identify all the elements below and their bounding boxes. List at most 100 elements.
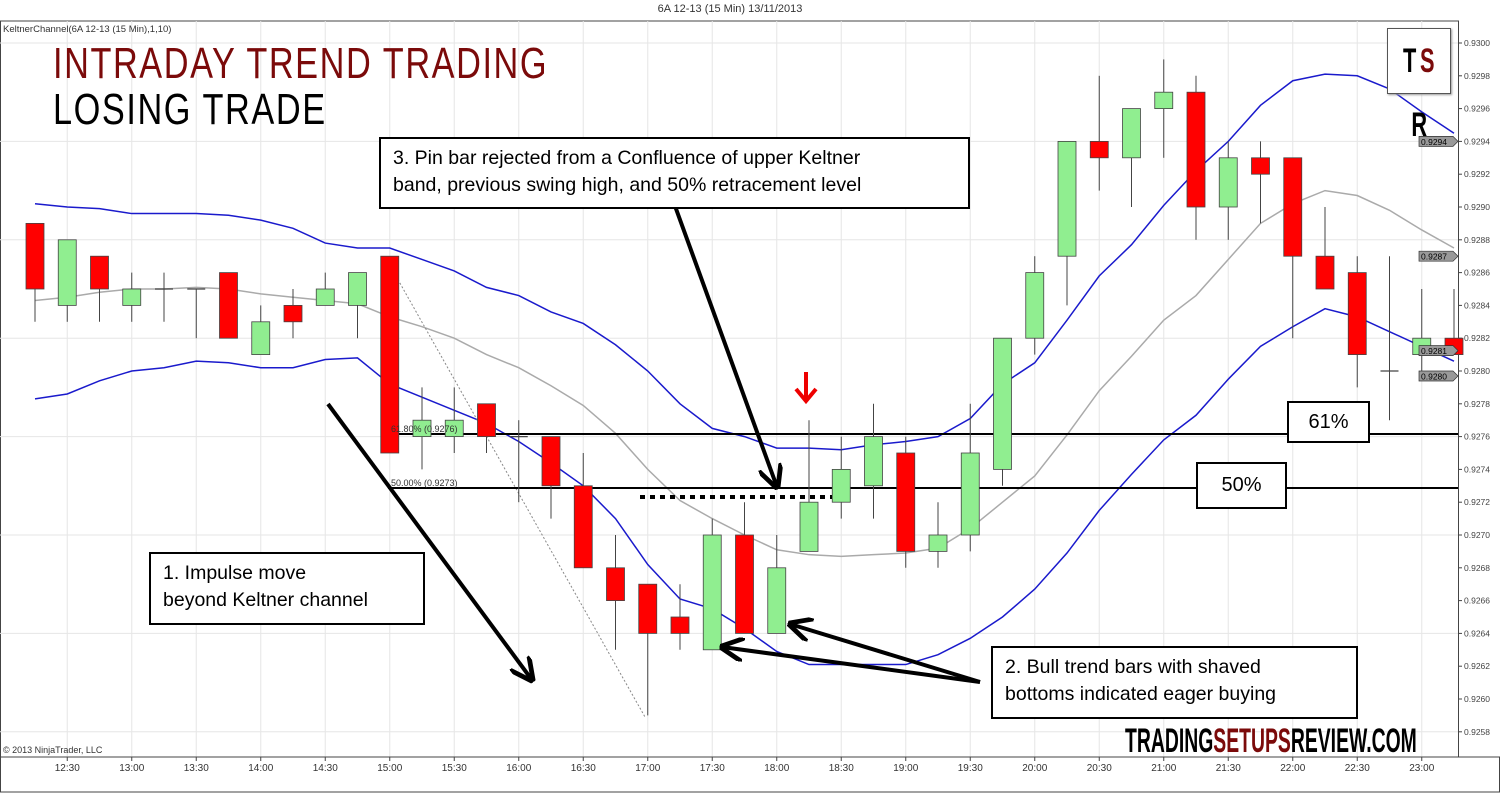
chart-title: 6A 12-13 (15 Min) 13/11/2013 — [657, 3, 803, 15]
candle-bear — [1283, 157, 1303, 257]
note-1-line2: beyond Keltner channel — [163, 589, 368, 611]
y-tick-label: 0.9284 — [1464, 300, 1490, 310]
note-1-box: 1. Impulse move beyond Keltner channel — [149, 552, 425, 625]
price-marker-label: 0.9294 — [1421, 137, 1447, 147]
x-axis-frame — [0, 756, 1500, 793]
y-tick-label: 0.9294 — [1464, 136, 1490, 146]
candle-bear — [638, 583, 658, 634]
watermark-part1: TRADING — [1125, 722, 1214, 760]
price-marker-label: 0.9281 — [1421, 346, 1447, 356]
x-tick-label: 18:00 — [764, 763, 789, 774]
candle-bear — [541, 436, 561, 487]
x-tick-label: 18:30 — [829, 763, 854, 774]
candle-bear — [606, 567, 625, 601]
x-tick-label: 22:00 — [1280, 763, 1305, 774]
candle-bull — [960, 452, 980, 536]
candle-bear — [1089, 140, 1109, 159]
candles — [25, 59, 1464, 716]
note-3-box: 3. Pin bar rejected from a Confluence of… — [379, 137, 970, 209]
y-tick-label: 0.9286 — [1464, 268, 1490, 278]
candle-bull — [864, 436, 883, 487]
x-tick-label: 17:30 — [700, 763, 725, 774]
x-axis: 12:30 13:00 13:30 14:00 14:30 15:00 15:30 16:00… — [55, 757, 1435, 774]
note-2-line1: 2. Bull trend bars with shaved — [1005, 656, 1261, 678]
fib61-tag: 61% — [1287, 401, 1370, 443]
y-tick-label: 0.9276 — [1464, 432, 1490, 442]
note-2-box: 2. Bull trend bars with shaved bottoms i… — [991, 646, 1358, 719]
y-tick-label: 0.9260 — [1464, 694, 1490, 704]
price-marker — [1418, 370, 1459, 382]
y-tick-label: 0.9298 — [1464, 71, 1490, 81]
candle-bear — [1315, 255, 1335, 290]
candle-bull — [1154, 91, 1174, 109]
note-3-line2: band, previous swing high, and 50% retra… — [393, 174, 862, 196]
candle-bull — [412, 419, 432, 438]
x-tick-label: 21:00 — [1151, 763, 1176, 774]
red-down-arrow-icon — [794, 372, 818, 405]
note-2-line2: bottoms indicated eager buying — [1005, 683, 1277, 705]
candle-bull — [702, 534, 722, 651]
candle-bull — [57, 239, 77, 306]
candle-bear — [896, 452, 916, 552]
y-tick-label: 0.9292 — [1464, 169, 1490, 179]
y-tick-label: 0.9270 — [1464, 530, 1490, 540]
arrow-note1-icon — [326, 402, 532, 680]
candle-bull — [928, 534, 948, 552]
y-tick-label: 0.9282 — [1464, 333, 1490, 343]
x-tick-label: 15:00 — [377, 763, 402, 774]
x-tick-label: 20:00 — [1022, 763, 1047, 774]
watermark: TRADINGSETUPSREVIEW.COM — [1125, 722, 1417, 760]
x-tick-label: 20:30 — [1087, 763, 1112, 774]
headline-title: INTRADAY TREND TRADING — [53, 39, 549, 88]
y-tick-label: 0.9264 — [1464, 628, 1490, 638]
price-markers: 0.9294 0.9287 0.9281 0.9280 — [1418, 136, 1459, 382]
candle-bull — [993, 337, 1012, 470]
x-tick-label: 12:30 — [55, 763, 80, 774]
fib61-label: 61.80% (0.9276) — [391, 424, 458, 434]
candle-bear — [1251, 157, 1270, 175]
candle-bear — [90, 255, 109, 290]
candle-bull — [799, 501, 819, 552]
arrow-note2b-icon — [790, 624, 981, 684]
headline-subtitle: LOSING TRADE — [53, 85, 327, 134]
y-tick-label: 0.9274 — [1464, 464, 1490, 474]
candle-bear — [219, 272, 238, 339]
x-tick-label: 16:30 — [571, 763, 596, 774]
candle-bear — [573, 485, 593, 569]
copyright: © 2013 NinjaTrader, LLC — [3, 745, 103, 755]
x-tick-label: 22:30 — [1345, 763, 1370, 774]
x-tick-label: 13:30 — [184, 763, 209, 774]
fib50-label: 50.00% (0.9273) — [391, 478, 458, 488]
x-tick-label: 17:00 — [635, 763, 660, 774]
candle-bear — [25, 222, 45, 290]
y-tick-label: 0.9268 — [1464, 563, 1490, 573]
x-tick-label: 16:00 — [506, 763, 531, 774]
x-tick-label: 21:30 — [1216, 763, 1241, 774]
candle-bull — [767, 567, 787, 634]
x-tick-label: 14:30 — [313, 763, 338, 774]
price-marker — [1418, 250, 1459, 262]
band-upper — [34, 73, 1455, 451]
candle-bull — [251, 321, 271, 355]
candle-bear — [283, 304, 303, 323]
y-axis: 0.9300 0.9298 0.9296 0.9294 0.9292 0.9290 0.92… — [1458, 38, 1490, 737]
candle-bear — [735, 534, 754, 634]
x-tick-label: 19:00 — [893, 763, 918, 774]
y-tick-label: 0.9280 — [1464, 366, 1490, 376]
candle-bull — [831, 468, 851, 503]
note-1-line1: 1. Impulse move — [163, 562, 307, 584]
tsr-logo: T SR — [1387, 28, 1451, 144]
arrow-note3-icon — [673, 205, 777, 487]
logo-r: R — [1411, 106, 1427, 144]
candle-bull — [1025, 272, 1045, 339]
y-tick-label: 0.9278 — [1464, 399, 1490, 409]
watermark-part3: REVIEW.COM — [1290, 722, 1417, 760]
candle-bull — [1122, 108, 1141, 159]
y-tick-label: 0.9300 — [1464, 38, 1490, 48]
y-tick-label: 0.9258 — [1464, 727, 1490, 737]
candle-bull — [1057, 140, 1077, 257]
arrow-note2a-icon — [722, 647, 981, 684]
logo-t: T — [1403, 42, 1417, 80]
candle-bull — [348, 272, 367, 306]
price-marker-label: 0.9280 — [1421, 372, 1447, 382]
